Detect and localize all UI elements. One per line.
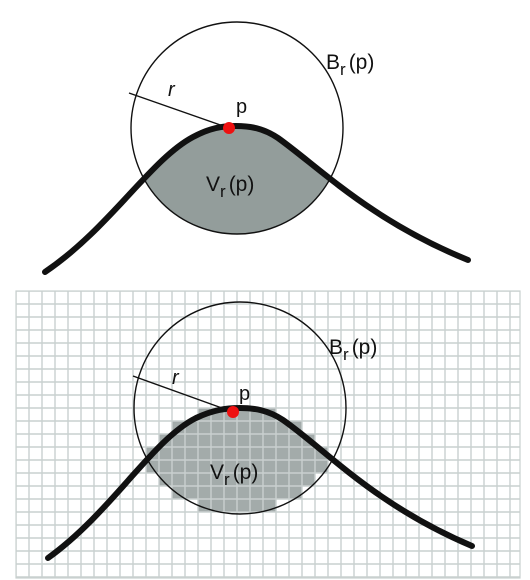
- pixel-cell: [237, 447, 250, 460]
- volume-label: Vr (p): [210, 461, 258, 489]
- pixel-cell: [250, 434, 263, 447]
- pixel-cell: [250, 447, 263, 460]
- pixel-cell: [289, 447, 302, 460]
- pixel-cell: [198, 460, 211, 473]
- pixel-cell: [237, 460, 250, 473]
- pixel-cell: [237, 421, 250, 434]
- radius-label: r: [172, 367, 180, 389]
- radius-line: [128, 92, 230, 129]
- pixel-cell: [302, 460, 315, 473]
- pixel-cell: [185, 434, 198, 447]
- pixel-cell: [276, 473, 289, 486]
- pixel-cell: [250, 421, 263, 434]
- pixel-cell: [302, 473, 315, 486]
- pixel-cell: [198, 486, 211, 499]
- volume-region: [131, 126, 343, 234]
- pixel-cell: [237, 473, 250, 486]
- pixel-cell: [263, 486, 276, 499]
- point-label: p: [236, 96, 247, 118]
- pixel-cell: [315, 460, 328, 473]
- pixel-cell: [276, 447, 289, 460]
- pixel-cell: [198, 473, 211, 486]
- pixel-cell: [172, 460, 185, 473]
- pixel-cell: [211, 447, 224, 460]
- pixel-cell: [276, 434, 289, 447]
- pixel-cell: [185, 460, 198, 473]
- pixel-cell: [159, 473, 172, 486]
- pixel-cell: [237, 408, 250, 421]
- top-panel: r p Br (p) Vr (p): [42, 21, 471, 275]
- pixel-cell: [185, 486, 198, 499]
- pixel-cell: [211, 421, 224, 434]
- pixel-cell: [224, 421, 237, 434]
- pixel-cell: [276, 486, 289, 499]
- curve: [45, 404, 475, 561]
- pixel-cell: [224, 447, 237, 460]
- pixel-cell: [211, 473, 224, 486]
- pixel-cell: [276, 460, 289, 473]
- pixel-cell: [250, 486, 263, 499]
- pixel-cell: [250, 460, 263, 473]
- pixel-cell: [211, 460, 224, 473]
- pixel-cell: [159, 460, 172, 473]
- volume-label: Vr (p): [206, 173, 254, 201]
- pixel-cell: [198, 434, 211, 447]
- pixel-cell: [224, 499, 237, 512]
- pixel-cell: [185, 447, 198, 460]
- pixel-cell: [302, 447, 315, 460]
- pixel-cell: [289, 434, 302, 447]
- pixel-cell: [289, 486, 302, 499]
- point-p: [223, 122, 235, 134]
- point-p: [227, 406, 239, 418]
- radius-line: [132, 375, 234, 413]
- pixel-cell: [289, 460, 302, 473]
- ball-label: Br (p): [326, 51, 374, 79]
- ball-circle: [133, 301, 347, 515]
- pixel-cell: [237, 434, 250, 447]
- pixel-cell: [198, 447, 211, 460]
- point-label: p: [239, 383, 250, 405]
- ball-label: Br (p): [329, 336, 377, 364]
- curve: [42, 122, 471, 275]
- pixel-cell: [172, 434, 185, 447]
- pixel-cell: [263, 434, 276, 447]
- pixel-cell: [198, 421, 211, 434]
- pixel-cell: [224, 486, 237, 499]
- bottom-panel: r p Br (p) Vr (p): [15, 290, 521, 579]
- pixel-cell: [224, 434, 237, 447]
- ball-circle: [130, 21, 344, 235]
- pixel-cell: [250, 499, 263, 512]
- pixel-cell: [172, 447, 185, 460]
- pixel-cell: [224, 460, 237, 473]
- pixel-cell: [263, 473, 276, 486]
- pixel-cell: [185, 473, 198, 486]
- pixel-cell: [224, 473, 237, 486]
- pixel-cell: [263, 421, 276, 434]
- pixel-cell: [159, 447, 172, 460]
- pixel-cell: [237, 499, 250, 512]
- radius-label: r: [168, 79, 176, 101]
- pixel-cell: [237, 486, 250, 499]
- pixel-cell: [263, 447, 276, 460]
- pixel-cell: [211, 434, 224, 447]
- pixel-cell: [289, 473, 302, 486]
- pixel-cell: [211, 486, 224, 499]
- pixel-cell: [250, 473, 263, 486]
- pixel-cell: [211, 499, 224, 512]
- pixel-cell: [172, 473, 185, 486]
- pixel-cell: [263, 460, 276, 473]
